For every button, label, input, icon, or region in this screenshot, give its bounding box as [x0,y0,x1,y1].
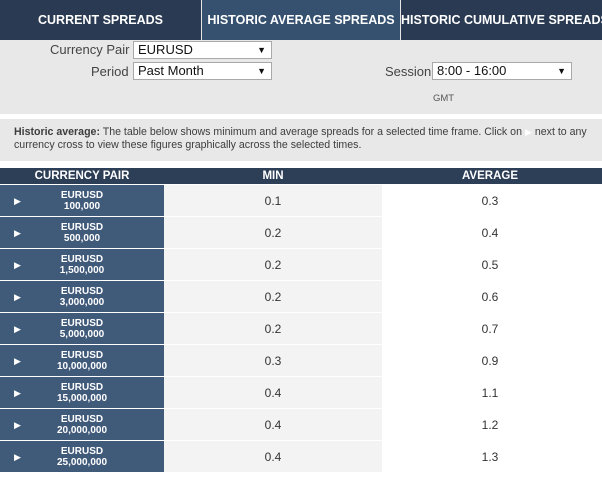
pair-name: EURUSD [60,221,104,233]
pair-name: EURUSD [60,285,104,297]
spreads-table: CURRENCY PAIR MIN AVERAGE ▶ EURUSD 100,0… [0,168,602,472]
trade-size: 5,000,000 [59,328,105,340]
currency-pair-cell[interactable]: ▶ EURUSD 100,000 [0,185,164,216]
currency-pair-cell[interactable]: ▶ EURUSD 10,000,000 [0,345,164,376]
min-spread-cell: 0.2 [164,281,382,312]
min-spread-cell: 0.3 [164,345,382,376]
trade-size: 500,000 [63,232,101,244]
play-arrow-icon[interactable]: ▶ [14,419,21,430]
average-spread-cell: 0.3 [382,185,598,216]
min-spread-cell: 0.2 [164,249,382,280]
min-spread-cell: 0.2 [164,313,382,344]
pair-name: EURUSD [60,349,104,361]
table-row: ▶ EURUSD 10,000,000 0.3 0.9 [0,344,602,376]
currency-pair-cell[interactable]: ▶ EURUSD 5,000,000 [0,313,164,344]
table-row: ▶ EURUSD 25,000,000 0.4 1.3 [0,440,602,472]
currency-pair-select[interactable]: EURUSD ▼ [133,41,272,59]
min-spread-cell: 0.4 [164,409,382,440]
trade-size: 25,000,000 [56,456,108,468]
column-header-average: AVERAGE [461,170,519,182]
info-text-part2: next to any currency cross to view these… [14,126,587,151]
play-arrow-icon[interactable]: ▶ [14,195,21,206]
average-spread-cell: 1.2 [382,409,598,440]
currency-pair-cell[interactable]: ▶ EURUSD 20,000,000 [0,409,164,440]
caret-down-icon: ▼ [257,45,266,55]
currency-pair-cell[interactable]: ▶ EURUSD 25,000,000 [0,441,164,472]
column-header-min: MIN [262,170,284,182]
play-arrow-icon[interactable]: ▶ [14,323,21,334]
currency-pair-cell[interactable]: ▶ EURUSD 500,000 [0,217,164,248]
currency-pair-value: EURUSD [138,42,193,57]
play-arrow-icon[interactable]: ▶ [14,387,21,398]
table-row: ▶ EURUSD 3,000,000 0.2 0.6 [0,280,602,312]
play-arrow-icon[interactable]: ▶ [14,355,21,366]
table-row: ▶ EURUSD 15,000,000 0.4 1.1 [0,376,602,408]
pair-name: EURUSD [60,253,104,265]
period-select[interactable]: Past Month ▼ [133,62,272,80]
table-row: ▶ EURUSD 20,000,000 0.4 1.2 [0,408,602,440]
average-spread-cell: 0.4 [382,217,598,248]
play-arrow-icon[interactable]: ▶ [14,259,21,270]
trade-size: 10,000,000 [56,360,108,372]
min-spread-cell: 0.1 [164,185,382,216]
play-arrow-icon[interactable]: ▶ [14,451,21,462]
period-value: Past Month [138,63,204,78]
info-heading: Historic average: [14,126,100,138]
session-value: 8:00 - 16:00 [437,63,507,78]
currency-pair-cell[interactable]: ▶ EURUSD 3,000,000 [0,281,164,312]
pair-name: EURUSD [60,413,104,425]
filter-panel: Currency Pair EURUSD ▼ Period Past Month… [0,40,602,114]
trade-size: 1,500,000 [59,264,105,276]
table-row: ▶ EURUSD 1,500,000 0.2 0.5 [0,248,602,280]
table-header: CURRENCY PAIR MIN AVERAGE [0,168,602,184]
average-spread-cell: 0.5 [382,249,598,280]
trade-size: 15,000,000 [56,392,108,404]
average-spread-cell: 0.6 [382,281,598,312]
table-row: ▶ EURUSD 500,000 0.2 0.4 [0,216,602,248]
table-row: ▶ EURUSD 100,000 0.1 0.3 [0,184,602,216]
pair-name: EURUSD [60,445,104,457]
currency-pair-cell[interactable]: ▶ EURUSD 15,000,000 [0,377,164,408]
average-spread-cell: 0.9 [382,345,598,376]
trade-size: 20,000,000 [56,424,108,436]
caret-down-icon: ▼ [557,66,566,76]
play-arrow-icon[interactable]: ▶ [14,227,21,238]
min-spread-cell: 0.4 [164,441,382,472]
tab-historic-cumulative-spreads[interactable]: HISTORIC CUMULATIVE SPREADS [400,0,602,40]
min-spread-cell: 0.4 [164,377,382,408]
timezone-label: GMT [433,93,455,104]
average-spread-cell: 1.3 [382,441,598,472]
column-header-currency-pair: CURRENCY PAIR [34,170,130,182]
play-arrow-icon[interactable]: ▶ [14,291,21,302]
caret-down-icon: ▼ [257,66,266,76]
spreads-tabs: CURRENT SPREADS HISTORIC AVERAGE SPREADS… [0,0,602,40]
info-text-part1: The table below shows minimum and averag… [99,126,522,138]
session-label: Session [385,64,432,79]
info-text: Historic average: The table below shows … [0,119,602,161]
tab-current-spreads[interactable]: CURRENT SPREADS [0,0,201,40]
min-spread-cell: 0.2 [164,217,382,248]
pair-name: EURUSD [60,381,104,393]
session-select[interactable]: 8:00 - 16:00 ▼ [432,62,572,80]
pair-name: EURUSD [60,317,104,329]
tab-historic-average-spreads[interactable]: HISTORIC AVERAGE SPREADS [201,0,400,40]
average-spread-cell: 0.7 [382,313,598,344]
trade-size: 3,000,000 [59,296,105,308]
period-label: Period [91,64,129,79]
currency-pair-label: Currency Pair [50,42,130,57]
table-row: ▶ EURUSD 5,000,000 0.2 0.7 [0,312,602,344]
play-arrow-icon: ▶ [524,127,532,137]
average-spread-cell: 1.1 [382,377,598,408]
pair-name: EURUSD [60,189,104,201]
currency-pair-cell[interactable]: ▶ EURUSD 1,500,000 [0,249,164,280]
trade-size: 100,000 [63,200,101,212]
